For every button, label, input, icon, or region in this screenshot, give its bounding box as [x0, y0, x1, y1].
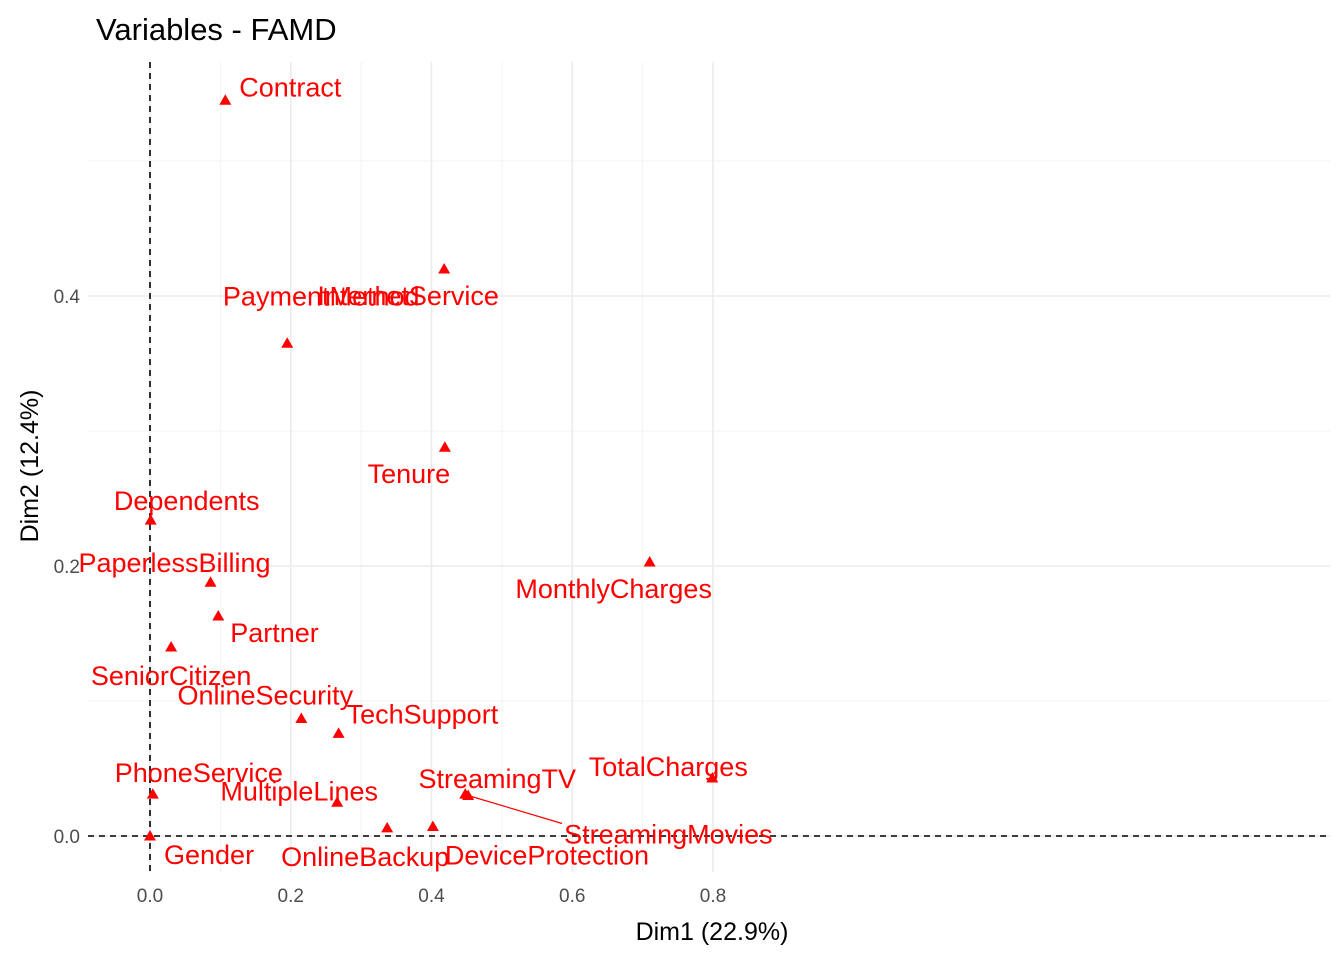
y-tick-label: 0.2 [54, 557, 80, 578]
point-monthlycharges [643, 555, 656, 567]
point-onlinesecurity [295, 712, 308, 724]
label-onlinebackup: OnlineBackup [281, 842, 449, 872]
label-multiplelines: MultipleLines [220, 776, 378, 806]
x-tick-label: 0.6 [559, 886, 585, 907]
label-seniorcitizen: SeniorCitizen [91, 661, 252, 691]
x-tick-label: 0.4 [418, 886, 445, 907]
point-multiplelines [331, 796, 344, 807]
label-paymentmethod: PaymentMethod [223, 281, 420, 311]
chart-title: Variables - FAMD [96, 12, 337, 47]
label-monthlycharges: MonthlyCharges [515, 574, 712, 604]
reference-lines [88, 62, 1330, 872]
point-paymentmethod [281, 337, 294, 348]
label-phoneservice: PhoneService [115, 758, 283, 788]
point-dependents [144, 514, 157, 525]
label-contract: Contract [239, 72, 342, 102]
x-tick-label: 0.8 [700, 886, 726, 907]
label-internetservice: InternetService [317, 281, 499, 311]
y-axis-title: Dim2 (12.4%) [16, 390, 44, 543]
point-totalcharges [706, 771, 719, 783]
point-internetservice [438, 263, 451, 274]
point-seniorcitizen [165, 641, 178, 652]
point-tenure [438, 441, 451, 452]
label-dependents: Dependents [114, 486, 260, 516]
label-deviceprotection: DeviceProtection [445, 841, 649, 871]
point-techsupport [332, 727, 345, 738]
y-tick-label: 0.0 [54, 827, 80, 848]
label-streamingtv: StreamingTV [418, 764, 576, 794]
point-gender [144, 830, 156, 841]
point-deviceprotection [426, 820, 439, 832]
label-tenure: Tenure [368, 459, 451, 489]
point-contract [219, 94, 232, 105]
point-paperlessbilling [204, 576, 217, 587]
axis-ticks: 0.0 0.2 0.4 0.6 0.8 0.0 0.2 0.4 [54, 287, 727, 907]
x-tick-label: 0.2 [278, 886, 304, 907]
y-tick-label: 0.4 [54, 287, 81, 308]
label-onlinesecurity: OnlineSecurity [178, 681, 354, 711]
point-partner [212, 609, 225, 621]
grid-lines [88, 62, 1330, 872]
x-axis-title: Dim1 (22.9%) [636, 918, 789, 946]
x-tick-label: 0.0 [137, 886, 163, 907]
point-streamingmovies [462, 789, 475, 800]
label-streamingmovies: StreamingMovies [564, 820, 773, 850]
label-paperlessbilling: PaperlessBilling [78, 548, 270, 578]
label-connector-streamingmovies [467, 794, 563, 825]
label-partner: Partner [230, 618, 319, 648]
label-gender: Gender [164, 840, 254, 870]
point-onlinebackup [381, 821, 394, 833]
point-phoneservice [146, 788, 159, 799]
label-totalcharges: TotalCharges [589, 752, 748, 782]
label-techsupport: TechSupport [347, 699, 499, 729]
